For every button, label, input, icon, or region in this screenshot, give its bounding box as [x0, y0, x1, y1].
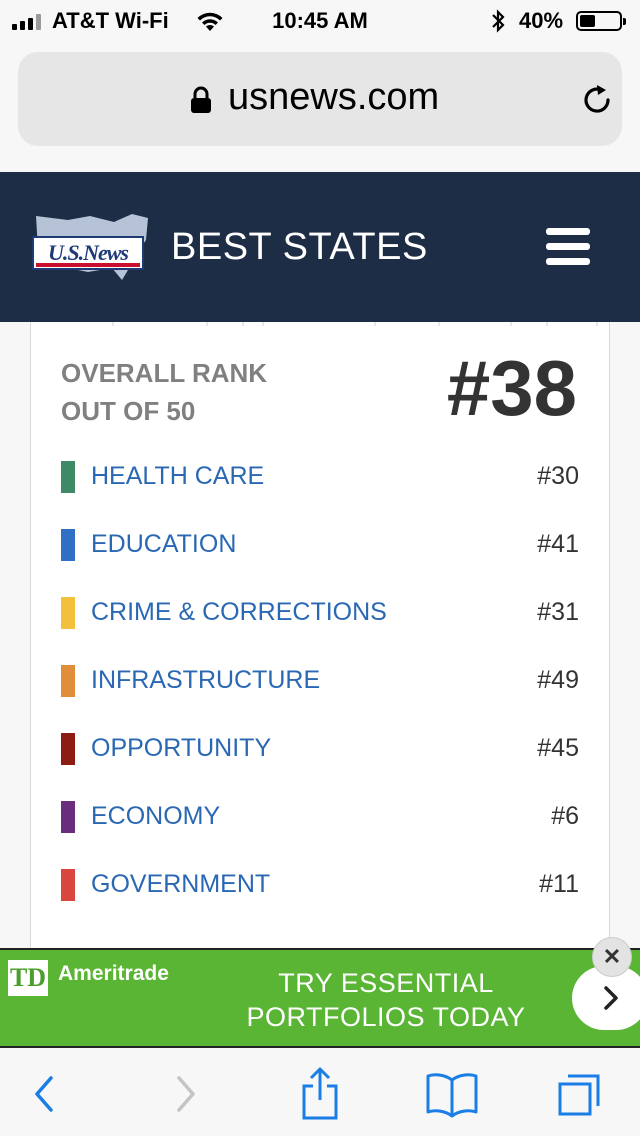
- site-header: U.S.News BEST STATES: [0, 172, 640, 322]
- ad-brand: Ameritrade: [58, 962, 169, 985]
- usnews-logo[interactable]: U.S.News: [28, 210, 154, 286]
- overall-rank-value: #38: [446, 344, 577, 432]
- ad-cta: TRY ESSENTIAL PORTFOLIOS TODAY: [230, 966, 542, 1034]
- chevron-right-icon: [604, 986, 618, 1010]
- card-top-ticks: [112, 322, 598, 326]
- ad-banner[interactable]: TD Ameritrade TRY ESSENTIAL PORTFOLIOS T…: [0, 948, 640, 1048]
- category-row-education[interactable]: EDUCATION #41: [61, 526, 581, 566]
- forward-button[interactable]: [158, 1066, 214, 1122]
- category-rank: #49: [537, 666, 579, 694]
- ad-cta-line1: TRY ESSENTIAL: [278, 968, 494, 998]
- site-title: BEST STATES: [171, 226, 428, 268]
- td-logo: TD: [8, 960, 48, 996]
- overall-rank-label-line2: OUT OF 50: [61, 396, 196, 426]
- category-rank: #31: [537, 598, 579, 626]
- category-link-health-care[interactable]: HEALTH CARE: [91, 462, 265, 490]
- url-text: usnews.com: [228, 76, 440, 118]
- signal-strength-icon: [12, 14, 41, 30]
- battery-icon: [576, 11, 626, 31]
- category-row-crime-corrections[interactable]: CRIME & CORRECTIONS #31: [61, 594, 581, 634]
- wifi-icon: [196, 10, 224, 38]
- category-link-economy[interactable]: ECONOMY: [91, 802, 221, 830]
- tabs-button[interactable]: [552, 1066, 608, 1122]
- category-row-government[interactable]: GOVERNMENT #11: [61, 866, 581, 906]
- category-link-education[interactable]: EDUCATION: [91, 530, 237, 558]
- chevron-left-icon: [35, 1076, 53, 1112]
- category-color-swatch: [61, 869, 75, 901]
- ad-cta-line2: PORTFOLIOS TODAY: [246, 1002, 526, 1032]
- category-row-infrastructure[interactable]: INFRASTRUCTURE #49: [61, 662, 581, 702]
- category-color-swatch: [61, 529, 75, 561]
- category-color-swatch: [61, 733, 75, 765]
- chevron-right-icon: [177, 1076, 195, 1112]
- category-rank: #41: [537, 530, 579, 558]
- carrier-label: AT&T Wi-Fi: [52, 8, 169, 33]
- category-row-economy[interactable]: ECONOMY #6: [61, 798, 581, 838]
- category-color-swatch: [61, 597, 75, 629]
- category-link-infrastructure[interactable]: INFRASTRUCTURE: [91, 666, 321, 694]
- lock-icon: [190, 86, 212, 119]
- category-color-swatch: [61, 461, 75, 493]
- back-button[interactable]: [16, 1066, 72, 1122]
- reload-icon[interactable]: [579, 82, 615, 123]
- category-link-crime-corrections[interactable]: CRIME & CORRECTIONS: [91, 598, 387, 626]
- category-row-opportunity[interactable]: OPPORTUNITY #45: [61, 730, 581, 770]
- browser-toolbar: [0, 1048, 640, 1136]
- category-color-swatch: [61, 665, 75, 697]
- overall-rank-label: OVERALL RANK OUT OF 50: [61, 354, 267, 430]
- category-row-health-care[interactable]: HEALTH CARE #30: [61, 458, 581, 498]
- ad-arrow-button[interactable]: [572, 966, 640, 1030]
- category-rank: #6: [551, 802, 579, 830]
- status-time: 10:45 AM: [272, 8, 368, 33]
- category-color-swatch: [61, 801, 75, 833]
- status-bar: AT&T Wi-Fi 10:45 AM 40%: [0, 0, 640, 40]
- category-link-opportunity[interactable]: OPPORTUNITY: [91, 734, 272, 762]
- bluetooth-icon: [490, 9, 506, 39]
- logo-wordmark: U.S.News: [47, 240, 129, 265]
- logo-wordmark-box: U.S.News: [32, 236, 144, 270]
- ad-close-icon[interactable]: ✕: [592, 937, 632, 977]
- bookmarks-button[interactable]: [424, 1066, 480, 1122]
- category-rank: #11: [539, 870, 579, 898]
- tabs-icon: [558, 1074, 600, 1116]
- category-link-government[interactable]: GOVERNMENT: [91, 870, 271, 898]
- category-rank: #30: [537, 462, 579, 490]
- category-rank: #45: [537, 734, 579, 762]
- address-bar[interactable]: usnews.com: [18, 52, 622, 146]
- overall-rank-label-line1: OVERALL RANK: [61, 358, 268, 388]
- logo-red-stripe: [36, 263, 140, 267]
- share-button[interactable]: [292, 1066, 348, 1122]
- battery-percent: 40%: [519, 8, 564, 33]
- share-icon: [302, 1067, 338, 1120]
- hamburger-menu-icon[interactable]: [546, 228, 590, 266]
- book-icon: [426, 1073, 478, 1118]
- ranking-card: OVERALL RANK OUT OF 50 #38 HEALTH CARE #…: [30, 322, 610, 952]
